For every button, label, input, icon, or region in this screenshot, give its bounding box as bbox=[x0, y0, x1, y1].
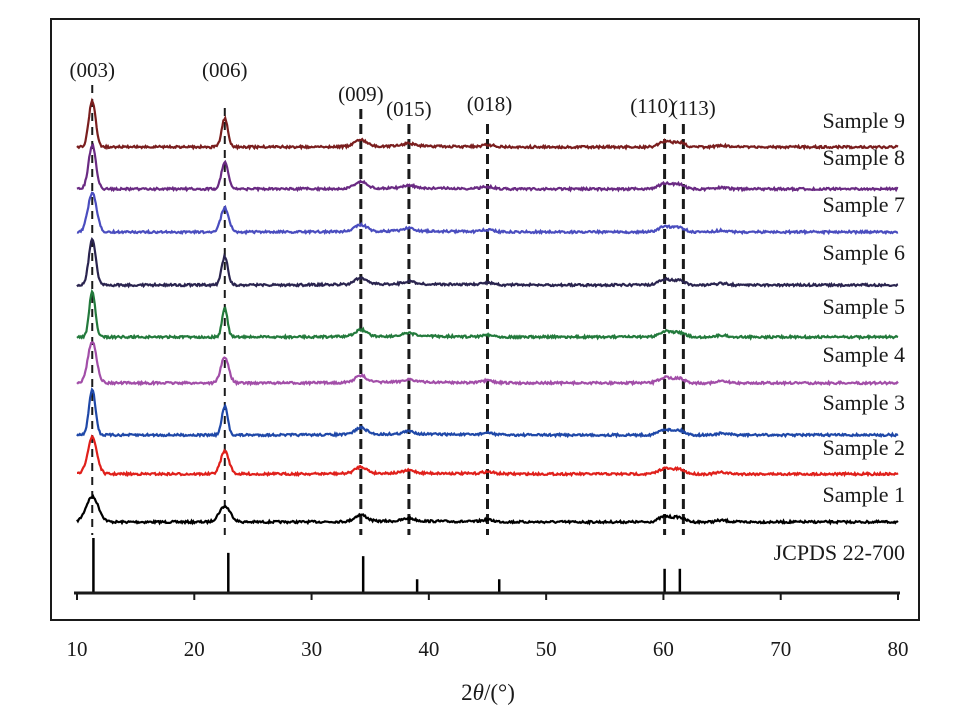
x-axis: 10 20 30 40 50 60 70 80 bbox=[67, 591, 909, 661]
series-label: Sample 8 bbox=[823, 145, 906, 170]
series-line-7 bbox=[76, 191, 899, 236]
x-axis-title: 2θ/(°) bbox=[461, 680, 515, 705]
x-tick-label: 80 bbox=[888, 637, 909, 661]
series-group bbox=[76, 97, 899, 526]
peak-label: (009) bbox=[338, 82, 384, 106]
peak-label: (018) bbox=[467, 92, 513, 116]
peak-label: (110) bbox=[630, 94, 675, 118]
labels: (003) (006) (009)(015) (018) (110)(113) Sampl… bbox=[69, 58, 905, 565]
series-line-6 bbox=[76, 236, 899, 289]
series-label: Sample 3 bbox=[823, 390, 906, 415]
series-label: Sample 6 bbox=[823, 240, 906, 265]
x-tick-label: 50 bbox=[536, 637, 557, 661]
x-tick-label: 60 bbox=[653, 637, 674, 661]
series-line-2 bbox=[77, 434, 899, 478]
peak-label: (113) bbox=[671, 96, 716, 120]
series-label: Sample 7 bbox=[823, 192, 906, 217]
reference-label: JCPDS 22-700 bbox=[774, 540, 905, 565]
x-tick-label: 40 bbox=[418, 637, 439, 661]
peak-label: (015) bbox=[386, 97, 432, 121]
series-line-4 bbox=[76, 341, 899, 387]
x-tick-label: 30 bbox=[301, 637, 322, 661]
series-line-3 bbox=[76, 387, 899, 439]
series-label: Sample 9 bbox=[823, 108, 906, 133]
series-label: Sample 2 bbox=[823, 435, 906, 460]
series-line-1 bbox=[76, 493, 899, 526]
series-line-5 bbox=[76, 288, 899, 341]
series-label: Sample 5 bbox=[823, 294, 906, 319]
series-line-8 bbox=[76, 142, 899, 193]
plot-frame bbox=[50, 18, 920, 621]
peak-label: (006) bbox=[202, 58, 248, 82]
x-tick-label: 10 bbox=[67, 637, 88, 661]
x-tick-label: 70 bbox=[770, 637, 791, 661]
series-label: Sample 1 bbox=[823, 482, 906, 507]
peak-guide-lines bbox=[91, 85, 685, 535]
series-line-9 bbox=[76, 97, 899, 151]
reference-pattern bbox=[92, 538, 682, 593]
x-tick-label: 20 bbox=[184, 637, 205, 661]
peak-label: (003) bbox=[69, 58, 115, 82]
series-label: Sample 4 bbox=[823, 342, 906, 367]
